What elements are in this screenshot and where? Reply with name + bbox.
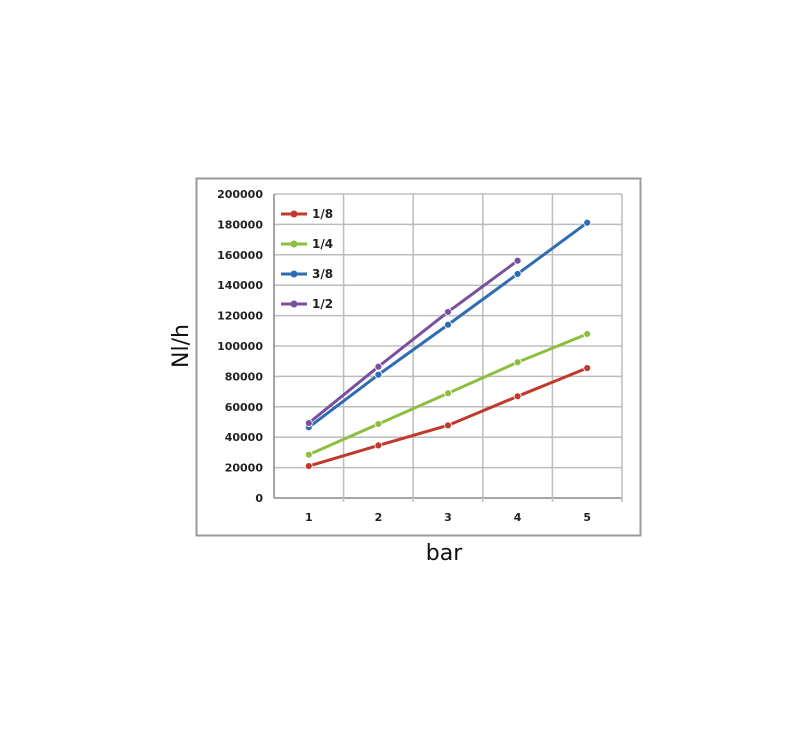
x-tick-label: 2: [375, 511, 383, 524]
legend-marker: [290, 270, 298, 278]
data-point: [583, 364, 592, 372]
legend-marker: [290, 240, 298, 248]
y-tick-label: 40000: [225, 431, 264, 444]
legend-marker: [290, 300, 298, 308]
x-tick-label: 3: [444, 511, 452, 524]
data-point: [513, 270, 522, 278]
data-point: [583, 330, 592, 338]
data-point: [513, 256, 522, 265]
y-tick-labels: 0 20000 40000 60000 80000 100000 120000 140000 1…: [217, 188, 263, 505]
legend-item: 1/2: [281, 297, 333, 311]
legend-label: 1/2: [312, 297, 333, 311]
series-1-2: [304, 256, 522, 427]
legend-item: 3/8: [281, 267, 333, 281]
legend-label: 1/4: [312, 237, 333, 251]
data-point: [374, 370, 383, 379]
y-tick-label: 0: [255, 492, 263, 505]
data-point: [444, 320, 452, 329]
y-tick-label: 100000: [217, 340, 263, 353]
x-tick-label: 4: [514, 511, 522, 524]
x-tick-label: 1: [305, 511, 313, 524]
x-axis-title: bar: [426, 541, 463, 566]
y-tick-label: 140000: [217, 279, 263, 292]
data-point: [513, 392, 522, 401]
y-axis-title: Nl/h: [169, 324, 194, 368]
x-tick-label: 5: [583, 511, 591, 524]
y-tick-label: 200000: [217, 188, 263, 201]
x-tick-labels: 1 2 3 4 5: [305, 511, 591, 524]
data-point: [583, 218, 592, 227]
legend-marker: [290, 210, 298, 218]
data-point: [444, 389, 452, 398]
legend: 1/8 1/4 3/8 1/2: [281, 207, 333, 311]
series-1-8: [304, 364, 592, 470]
y-tick-label: 180000: [217, 218, 263, 231]
legend-label: 1/8: [312, 207, 333, 221]
data-point: [374, 441, 383, 450]
data-point: [304, 450, 313, 459]
y-tick-label: 120000: [217, 310, 263, 323]
data-point: [444, 308, 452, 316]
data-point: [444, 421, 452, 430]
y-tick-label: 160000: [217, 249, 263, 262]
data-point: [304, 419, 313, 427]
series-line: [307, 259, 519, 425]
data-point: [374, 420, 383, 428]
legend-item: 1/4: [281, 237, 333, 251]
legend-label: 3/8: [312, 267, 333, 281]
y-tick-label: 80000: [225, 370, 264, 383]
series-3-8: [304, 218, 592, 432]
series-group: [304, 218, 592, 470]
legend-item: 1/8: [281, 207, 333, 221]
y-tick-label: 20000: [225, 462, 264, 475]
data-point: [304, 462, 313, 470]
data-point: [374, 362, 383, 371]
y-tick-label: 60000: [225, 401, 264, 414]
grid: [273, 193, 623, 502]
series-1-4: [304, 330, 592, 459]
data-point: [513, 358, 522, 367]
